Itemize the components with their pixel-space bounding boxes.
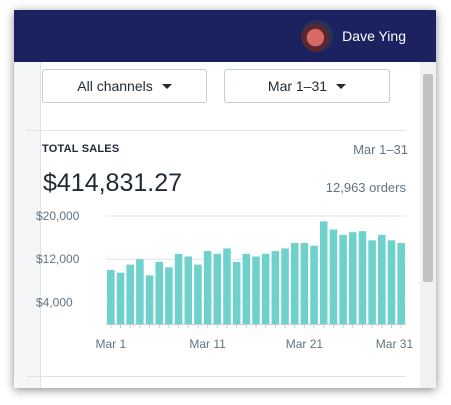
bar-mar-23[interactable]	[319, 221, 328, 324]
bar-mar-11[interactable]	[203, 251, 212, 324]
bar-mar-7[interactable]	[165, 267, 173, 324]
top-bar: Dave Ying	[14, 10, 436, 62]
bar-mar-17[interactable]	[261, 253, 270, 324]
bar-mar-20[interactable]	[290, 243, 299, 324]
bar-mar-29[interactable]	[378, 234, 386, 324]
bar-mar-12[interactable]	[213, 253, 222, 324]
section-divider-bottom	[27, 376, 406, 377]
bar-mar-16[interactable]	[252, 256, 260, 325]
bar-mar-18[interactable]	[271, 251, 280, 324]
card-title: TOTAL SALES	[42, 143, 120, 155]
bar-mar-24[interactable]	[329, 229, 338, 325]
bar-mar-26[interactable]	[349, 232, 357, 324]
channel-filter-select[interactable]: All channels	[42, 69, 207, 103]
bar-mar-22[interactable]	[310, 245, 318, 324]
caret-down-icon	[161, 83, 172, 89]
bar-mar-8[interactable]	[174, 253, 183, 324]
bar-mar-1[interactable]	[107, 270, 115, 324]
user-name[interactable]: Dave Ying	[342, 28, 406, 44]
x-tick-label: Mar 21	[286, 337, 324, 351]
date-range-label: Mar 1–31	[267, 78, 328, 94]
x-tick-label: Mar 1	[95, 337, 126, 351]
bar-mar-3[interactable]	[126, 264, 134, 324]
y-tick-label: $12,000	[36, 252, 80, 266]
scrollbar[interactable]	[420, 62, 436, 388]
bar-mar-14[interactable]	[232, 261, 241, 324]
channel-filter-label: All channels	[77, 78, 153, 94]
x-tick-label: Mar 31	[376, 337, 414, 351]
y-tick-label: $20,000	[36, 209, 80, 223]
bar-mar-15[interactable]	[242, 253, 251, 324]
bar-mar-13[interactable]	[223, 248, 231, 324]
bar-mar-2[interactable]	[116, 272, 125, 324]
bar-mar-31[interactable]	[397, 243, 405, 324]
caret-down-icon	[336, 83, 347, 89]
user-menu[interactable]: Dave Ying	[301, 19, 406, 53]
bar-mar-27[interactable]	[358, 231, 367, 324]
date-range-select[interactable]: Mar 1–31	[224, 69, 390, 103]
bar-mar-28[interactable]	[368, 240, 376, 324]
bar-mar-30[interactable]	[387, 240, 396, 324]
total-sales-value: $414,831.27	[43, 169, 183, 197]
bar-mar-4[interactable]	[136, 259, 144, 324]
bar-mar-21[interactable]	[300, 243, 309, 324]
x-tick-label: Mar 11	[189, 337, 226, 351]
bar-mar-9[interactable]	[184, 256, 193, 325]
bar-mar-19[interactable]	[281, 248, 289, 324]
section-divider	[27, 130, 406, 131]
card-date-range: Mar 1–31	[353, 142, 408, 157]
bar-mar-5[interactable]	[145, 275, 154, 324]
bar-mar-25[interactable]	[339, 234, 347, 324]
bar-mar-10[interactable]	[194, 264, 202, 324]
avatar[interactable]	[301, 20, 334, 52]
bar-mar-6[interactable]	[155, 261, 163, 324]
sidebar-strip	[14, 62, 41, 388]
y-tick-label: $4,000	[36, 295, 73, 309]
orders-count: 12,963 orders	[325, 180, 406, 195]
sales-bar-chart: $4,000 $12,000 $20,000 Mar 1 Mar 11 Mar 21 Mar…	[36, 209, 414, 351]
scrollbar-thumb[interactable]	[423, 74, 433, 282]
